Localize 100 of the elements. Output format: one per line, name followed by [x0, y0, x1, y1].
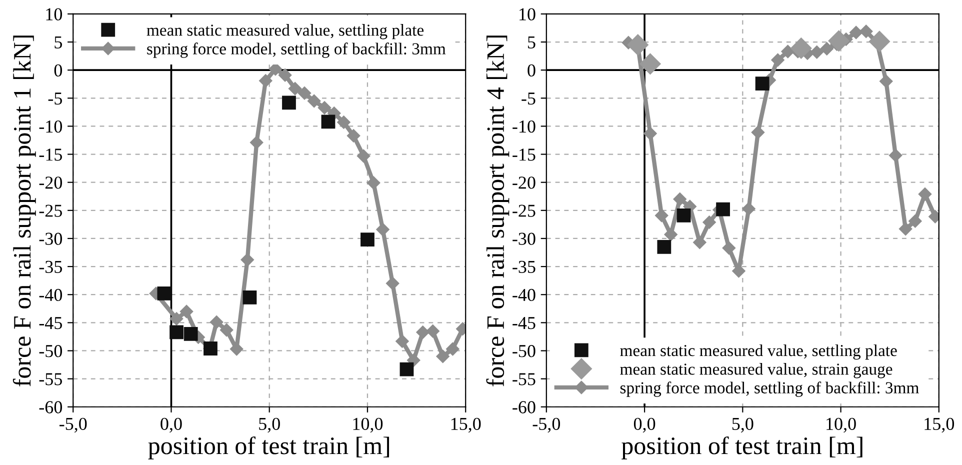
y-tick-label: -10	[512, 120, 536, 133]
x-tick-label: 10,0	[353, 418, 383, 433]
y-tick-label: -40	[39, 288, 62, 302]
point	[436, 350, 450, 363]
point	[446, 342, 460, 356]
legend-label: spring force model, settling of backfill: 3mm	[620, 382, 919, 397]
point	[908, 214, 922, 228]
y-tick-label: -5	[48, 92, 62, 105]
point	[751, 126, 765, 139]
point	[810, 46, 824, 59]
point	[716, 202, 730, 216]
point	[321, 114, 336, 129]
point	[820, 42, 834, 56]
point	[242, 290, 257, 304]
point	[308, 94, 321, 108]
point	[346, 129, 360, 142]
y-tick-label: 10	[520, 8, 536, 20]
point	[880, 74, 893, 88]
point	[664, 228, 678, 242]
point	[771, 53, 784, 67]
point	[755, 76, 770, 90]
y-tick-label: -20	[39, 176, 62, 189]
y-tick-label: -30	[39, 232, 62, 245]
y-tick-label: 0	[528, 64, 536, 77]
point	[673, 192, 686, 206]
y-axis-title: force F on rail support point 4 [kN]	[486, 36, 510, 386]
point	[356, 149, 370, 163]
y-tick-label: -15	[512, 148, 536, 161]
y-tick-label: -15	[39, 148, 62, 161]
x-axis-title: position of test train [m]	[148, 436, 390, 460]
point	[366, 176, 380, 190]
point	[180, 304, 194, 318]
x-tick-label: 0,0	[160, 418, 182, 433]
point	[898, 222, 912, 236]
point	[722, 241, 736, 255]
point	[655, 208, 668, 222]
point	[860, 24, 873, 38]
legend-label: mean static measured value, settling plate	[620, 344, 897, 360]
x-axis-title: position of test train [m]	[622, 436, 862, 460]
y-tick-label: 10	[46, 8, 62, 20]
y-tick-label: -25	[512, 204, 536, 217]
y-tick-label: -30	[512, 232, 536, 245]
point	[282, 96, 296, 110]
x-tick-label: 10,0	[826, 418, 856, 433]
point	[386, 276, 400, 290]
legend-label: mean static measured value, strain gauge	[620, 363, 892, 378]
point	[676, 208, 691, 222]
y-tick-label: -55	[39, 373, 62, 386]
point	[416, 326, 430, 339]
point	[828, 30, 850, 52]
point	[157, 286, 172, 300]
point	[407, 354, 420, 367]
point	[360, 232, 374, 247]
x-tick-label: 15,0	[924, 418, 954, 433]
x-tick-label: -5,0	[532, 418, 560, 433]
x-tick-label: 0,0	[634, 418, 656, 433]
point	[337, 116, 350, 129]
y-tick-label: -55	[512, 373, 536, 386]
y-tick-label: -40	[512, 288, 536, 302]
point	[868, 30, 890, 52]
x-tick-label: 5,0	[259, 418, 280, 433]
y-tick-label: 5	[528, 36, 536, 48]
y-tick-label: -20	[512, 176, 536, 189]
point	[640, 53, 661, 74]
point	[396, 334, 409, 348]
y-tick-label: 0	[54, 64, 62, 77]
y-axis-title: force F on rail support point 1 [kN]	[12, 36, 36, 386]
point	[742, 202, 756, 216]
point	[627, 34, 648, 56]
y-tick-label: -50	[512, 345, 536, 358]
y-tick-label: -60	[512, 401, 536, 414]
point	[298, 86, 312, 100]
legend-label: spring force model, settling of backfill: 3mm	[147, 42, 446, 58]
point	[790, 38, 812, 59]
point	[288, 82, 302, 96]
y-tick-label: -60	[39, 401, 62, 414]
point	[240, 253, 254, 266]
y-tick-label: -35	[39, 260, 62, 273]
point	[644, 126, 657, 140]
y-tick-label: 5	[54, 36, 62, 48]
point	[250, 136, 264, 150]
y-tick-label: -5	[522, 92, 536, 105]
legend-label: mean static measured value, settling plate	[146, 24, 424, 40]
point	[376, 222, 390, 236]
x-tick-label: 5,0	[732, 418, 754, 433]
point	[693, 236, 706, 249]
point	[210, 316, 224, 329]
y-tick-label: -45	[39, 317, 62, 330]
point	[220, 323, 234, 337]
point	[170, 312, 184, 326]
point	[318, 101, 332, 114]
y-tick-label: -25	[39, 204, 62, 217]
point	[781, 44, 794, 58]
point	[702, 216, 716, 229]
point	[278, 68, 292, 82]
point	[170, 325, 184, 340]
point	[426, 324, 440, 338]
point	[918, 188, 932, 201]
point	[259, 74, 272, 88]
y-tick-label: -50	[39, 345, 62, 358]
